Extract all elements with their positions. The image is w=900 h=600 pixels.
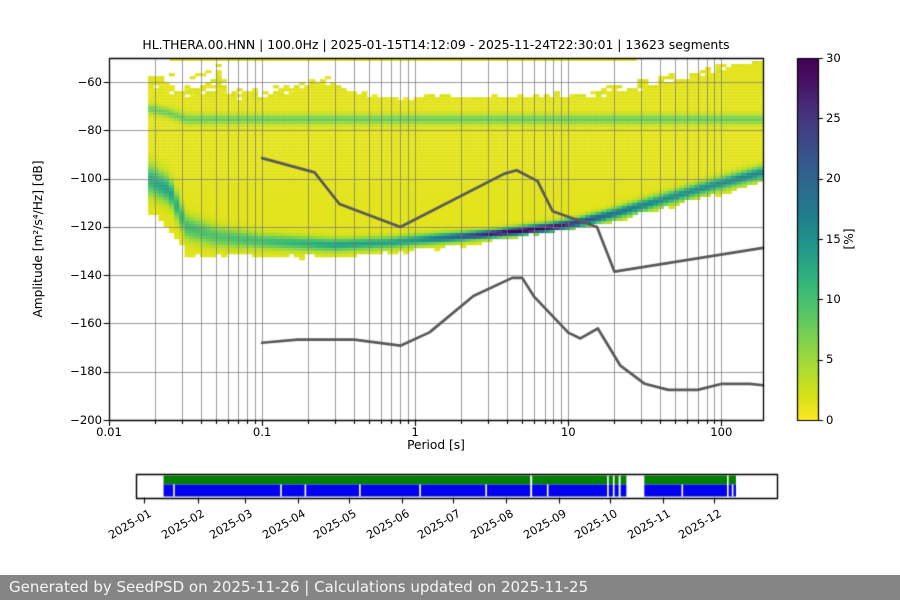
- y-tick-label: −80: [77, 122, 102, 137]
- colorbar-tick-label: 0: [826, 412, 834, 427]
- y-tick-label: −140: [70, 267, 102, 282]
- colorbar-tick-label: 20: [826, 171, 841, 186]
- y-tick-label: −160: [70, 315, 102, 330]
- colorbar-tick-label: 25: [826, 110, 841, 125]
- y-tick-label: −60: [77, 74, 102, 89]
- x-axis-label: Period [s]: [407, 438, 465, 452]
- coverage-timeline: [136, 474, 777, 498]
- y-tick-label: −100: [70, 171, 102, 186]
- ppsd-histogram-area: [109, 58, 763, 420]
- y-axis-label: Amplitude [m²/s⁴/Hz] [dB]: [31, 160, 45, 318]
- x-tick-label: 0.01: [96, 425, 122, 439]
- x-tick-label: 10: [560, 425, 576, 439]
- colorbar-tick-label: 10: [826, 291, 841, 306]
- x-tick-label: 0.1: [252, 425, 272, 439]
- footer-status-bar: Generated by SeedPSD on 2025-11-26 | Cal…: [0, 575, 900, 600]
- colorbar-tick-label: 15: [826, 231, 841, 246]
- x-tick-label: 100: [710, 425, 733, 439]
- y-tick-label: −200: [70, 412, 102, 427]
- colorbar: [797, 58, 818, 420]
- footer-text: Generated by SeedPSD on 2025-11-26 | Cal…: [9, 578, 589, 596]
- y-tick-label: −120: [70, 219, 102, 234]
- y-tick-label: −180: [70, 364, 102, 379]
- plot-title: HL.THERA.00.HNN | 100.0Hz | 2025-01-15T1…: [142, 37, 730, 52]
- colorbar-tick-label: 5: [826, 352, 834, 367]
- x-tick-label: 1: [411, 425, 419, 439]
- colorbar-tick-label: 30: [826, 50, 841, 65]
- colorbar-label: [%]: [842, 228, 856, 250]
